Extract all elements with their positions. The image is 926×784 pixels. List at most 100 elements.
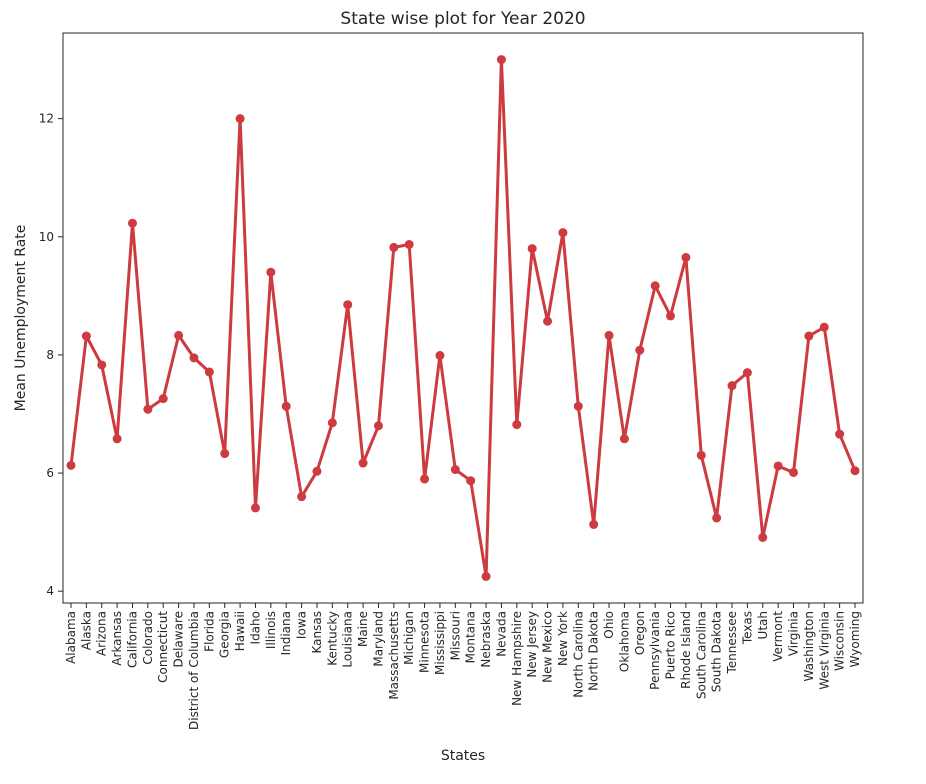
- data-point: [404, 239, 414, 249]
- x-tick-label: Delaware: [172, 611, 186, 668]
- x-tick-label: Vermont: [771, 611, 785, 662]
- x-tick-label: Utah: [756, 611, 770, 639]
- x-tick-label: Louisiana: [341, 611, 355, 668]
- data-point: [835, 429, 845, 439]
- x-tick-label: Maryland: [371, 611, 385, 667]
- data-point: [619, 434, 629, 444]
- data-point: [281, 401, 291, 411]
- x-tick-label: Oklahoma: [617, 611, 631, 672]
- data-point: [481, 571, 491, 581]
- x-tick-label: Missouri: [448, 611, 462, 660]
- x-tick-label: Puerto Rico: [664, 611, 678, 679]
- data-point: [358, 458, 368, 468]
- data-point: [189, 353, 199, 363]
- data-point: [266, 267, 276, 277]
- data-point: [773, 461, 783, 471]
- y-tick-label: 8: [46, 348, 54, 362]
- data-point: [789, 467, 799, 477]
- data-point: [696, 450, 706, 460]
- x-tick-label: Nevada: [494, 611, 508, 657]
- data-point: [850, 466, 860, 476]
- x-tick-label: Idaho: [248, 611, 262, 644]
- unemployment-series: [66, 55, 860, 581]
- data-point: [174, 330, 184, 340]
- x-tick-label: Alaska: [79, 611, 93, 650]
- data-point: [635, 345, 645, 355]
- x-tick-label: Rhode Island: [679, 611, 693, 689]
- x-tick-label: West Virginia: [817, 611, 831, 690]
- y-tick-label: 12: [39, 112, 54, 126]
- x-tick-label: Ohio: [602, 611, 616, 639]
- x-tick-label: California: [125, 611, 139, 668]
- data-point: [327, 418, 337, 428]
- x-tick-label: Kansas: [310, 611, 324, 653]
- x-tick-label: Nebraska: [479, 611, 493, 668]
- data-point: [573, 401, 583, 411]
- data-point: [389, 242, 399, 252]
- plot-area-frame: [62, 32, 864, 604]
- x-tick-label: Florida: [202, 611, 216, 652]
- x-tick-label: South Dakota: [710, 611, 724, 692]
- data-point: [158, 394, 168, 404]
- x-tick-label: North Carolina: [571, 611, 585, 698]
- x-tick-label: Kentucky: [325, 611, 339, 666]
- data-point: [97, 360, 107, 370]
- x-tick-label: Wyoming: [848, 611, 862, 667]
- data-point: [81, 331, 91, 341]
- x-tick-label: Mississippi: [433, 611, 447, 675]
- x-tick-label: Colorado: [141, 611, 155, 665]
- x-tick-label: Wisconsin: [833, 611, 847, 671]
- data-point: [343, 300, 353, 310]
- x-tick-label: South Carolina: [694, 611, 708, 699]
- x-tick-label: Alabama: [64, 611, 78, 664]
- data-point: [143, 404, 153, 414]
- chart-title: State wise plot for Year 2020: [340, 9, 585, 29]
- x-tick-label: Montana: [464, 611, 478, 663]
- x-tick-label: Pennsylvania: [648, 611, 662, 690]
- x-tick-label: Oregon: [633, 611, 647, 655]
- y-tick-label: 4: [46, 584, 54, 598]
- data-point: [450, 465, 460, 475]
- data-point: [666, 311, 676, 321]
- data-point: [681, 252, 691, 262]
- data-point: [512, 420, 522, 430]
- x-tick-label: Minnesota: [418, 611, 432, 673]
- x-tick-label: Maine: [356, 611, 370, 647]
- x-tick-label: Indiana: [279, 611, 293, 655]
- x-tick-label: Massachusetts: [387, 611, 401, 700]
- series-line: [69, 58, 857, 578]
- x-tick-label: Texas: [740, 611, 754, 645]
- x-tick-label: New Mexico: [541, 611, 555, 683]
- data-point: [589, 519, 599, 529]
- data-point: [650, 281, 660, 291]
- x-tick-label: New York: [556, 611, 570, 666]
- data-point: [543, 316, 553, 326]
- y-tick-label: 6: [46, 466, 54, 480]
- data-point: [312, 466, 322, 476]
- y-axis-label: Mean Unemployment Rate: [13, 225, 29, 412]
- data-point: [712, 513, 722, 523]
- data-point: [742, 368, 752, 378]
- data-point: [127, 218, 137, 228]
- x-tick-label: Georgia: [218, 611, 232, 658]
- data-point: [804, 331, 814, 341]
- data-point: [220, 449, 230, 459]
- data-point: [297, 492, 307, 502]
- x-tick-label: New Jersey: [525, 611, 539, 678]
- data-point: [112, 434, 122, 444]
- x-tick-label: Virginia: [787, 611, 801, 656]
- x-tick-label: Iowa: [295, 611, 309, 639]
- x-tick-label: North Dakota: [587, 611, 601, 691]
- x-tick-label: District of Columbia: [187, 611, 201, 730]
- y-axis: 4 6 8 10 12: [39, 112, 63, 598]
- data-point: [496, 55, 506, 65]
- y-tick-label: 10: [39, 230, 54, 244]
- data-point: [758, 532, 768, 542]
- x-axis-label: States: [441, 748, 485, 764]
- data-point: [420, 474, 430, 484]
- data-point: [66, 460, 76, 470]
- x-tick-label: Illinois: [264, 611, 278, 649]
- x-tick-label: Washington: [802, 611, 816, 682]
- data-point: [604, 330, 614, 340]
